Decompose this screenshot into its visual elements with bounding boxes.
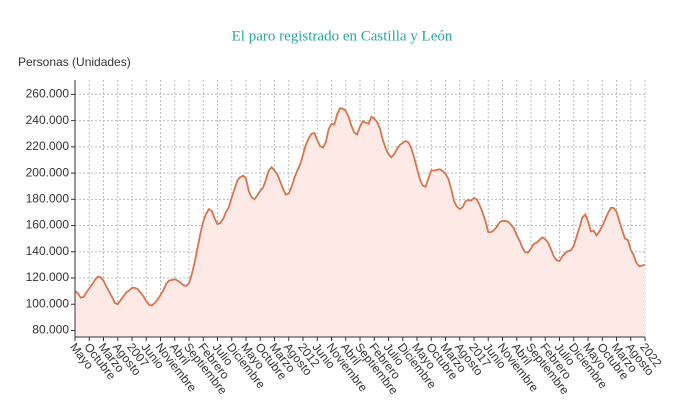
chart-title: El paro registrado en Castilla y León [232, 28, 453, 44]
y-tick-label: 220.000 [26, 139, 70, 153]
y-tick-label: 100.000 [26, 296, 70, 310]
area [75, 108, 645, 337]
y-tick-label: 160.000 [26, 218, 70, 232]
y-axis-label: Personas (Unidades) [18, 55, 131, 69]
y-tick-label: 260.000 [26, 87, 70, 101]
y-tick-label: 120.000 [26, 270, 70, 284]
y-tick-label: 240.000 [26, 113, 70, 127]
y-tick-label: 140.000 [26, 244, 70, 258]
y-tick-label: 200.000 [26, 165, 70, 179]
y-tick-label: 80.000 [32, 323, 69, 337]
y-tick-label: 180.000 [26, 191, 70, 205]
line [74, 107, 646, 307]
